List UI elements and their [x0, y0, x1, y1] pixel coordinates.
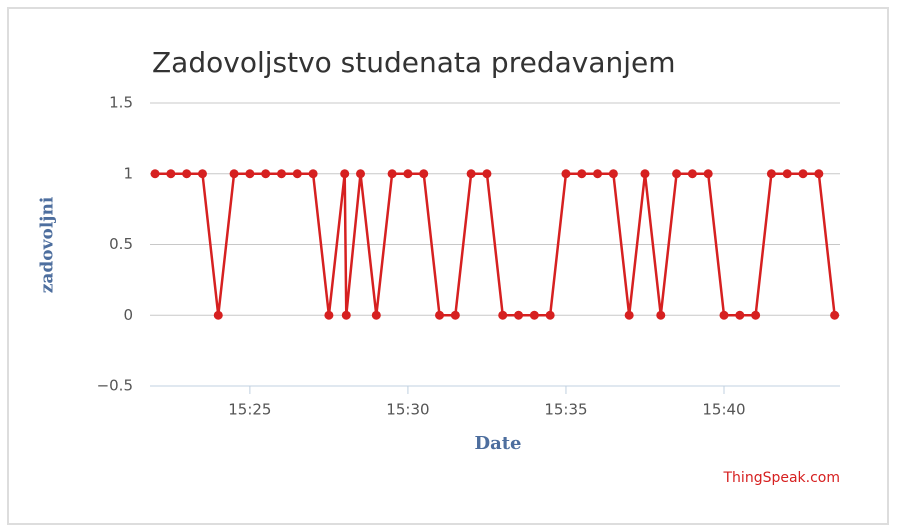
- data-point: [529, 310, 539, 320]
- data-point: [735, 310, 745, 320]
- data-point: [356, 169, 366, 179]
- card: [7, 7, 889, 525]
- data-point: [514, 310, 524, 320]
- data-point: [545, 310, 555, 320]
- data-point: [341, 310, 351, 320]
- data-point: [751, 310, 761, 320]
- data-point: [371, 310, 381, 320]
- data-point: [150, 169, 160, 179]
- data-point: [577, 169, 587, 179]
- x-axis-label: Date: [474, 433, 521, 454]
- data-point: [387, 169, 397, 179]
- y-tick-label: 1: [123, 164, 133, 182]
- credit: ThingSpeak.com: [723, 470, 841, 486]
- data-point: [229, 169, 239, 179]
- y-axis-label: zadovoljni: [38, 196, 58, 293]
- x-tick-label: 15:25: [228, 401, 271, 419]
- y-tick-label: 0.5: [109, 235, 133, 253]
- x-tick-label: 15:35: [544, 401, 587, 419]
- data-point: [782, 169, 792, 179]
- y-tick-label: 1.5: [109, 94, 133, 112]
- data-point: [450, 310, 460, 320]
- data-point: [466, 169, 476, 179]
- data-point: [593, 169, 603, 179]
- data-point: [213, 310, 223, 320]
- data-point: [640, 169, 650, 179]
- x-tick-label: 15:40: [702, 401, 745, 419]
- data-point: [197, 169, 207, 179]
- data-point: [703, 169, 713, 179]
- data-point: [719, 310, 729, 320]
- data-point: [830, 310, 840, 320]
- data-point: [324, 310, 334, 320]
- data-point: [340, 169, 350, 179]
- data-point: [182, 169, 192, 179]
- data-point: [814, 169, 824, 179]
- y-tick-label: −0.5: [97, 377, 133, 395]
- data-point: [608, 169, 618, 179]
- data-point: [498, 310, 508, 320]
- y-tick-label: 0: [123, 306, 133, 324]
- data-point: [798, 169, 808, 179]
- data-point: [245, 169, 255, 179]
- data-point: [624, 310, 634, 320]
- data-point: [166, 169, 176, 179]
- data-point: [276, 169, 286, 179]
- data-point: [672, 169, 682, 179]
- data-point: [482, 169, 492, 179]
- data-point: [766, 169, 776, 179]
- chart-title: Zadovoljstvo studenata predavanjem: [152, 46, 676, 79]
- x-tick-label: 15:30: [386, 401, 429, 419]
- data-point: [656, 310, 666, 320]
- data-point: [419, 169, 429, 179]
- data-point: [261, 169, 271, 179]
- data-point: [292, 169, 302, 179]
- data-point: [687, 169, 697, 179]
- data-point: [403, 169, 413, 179]
- data-point: [561, 169, 571, 179]
- data-point: [308, 169, 318, 179]
- data-point: [435, 310, 445, 320]
